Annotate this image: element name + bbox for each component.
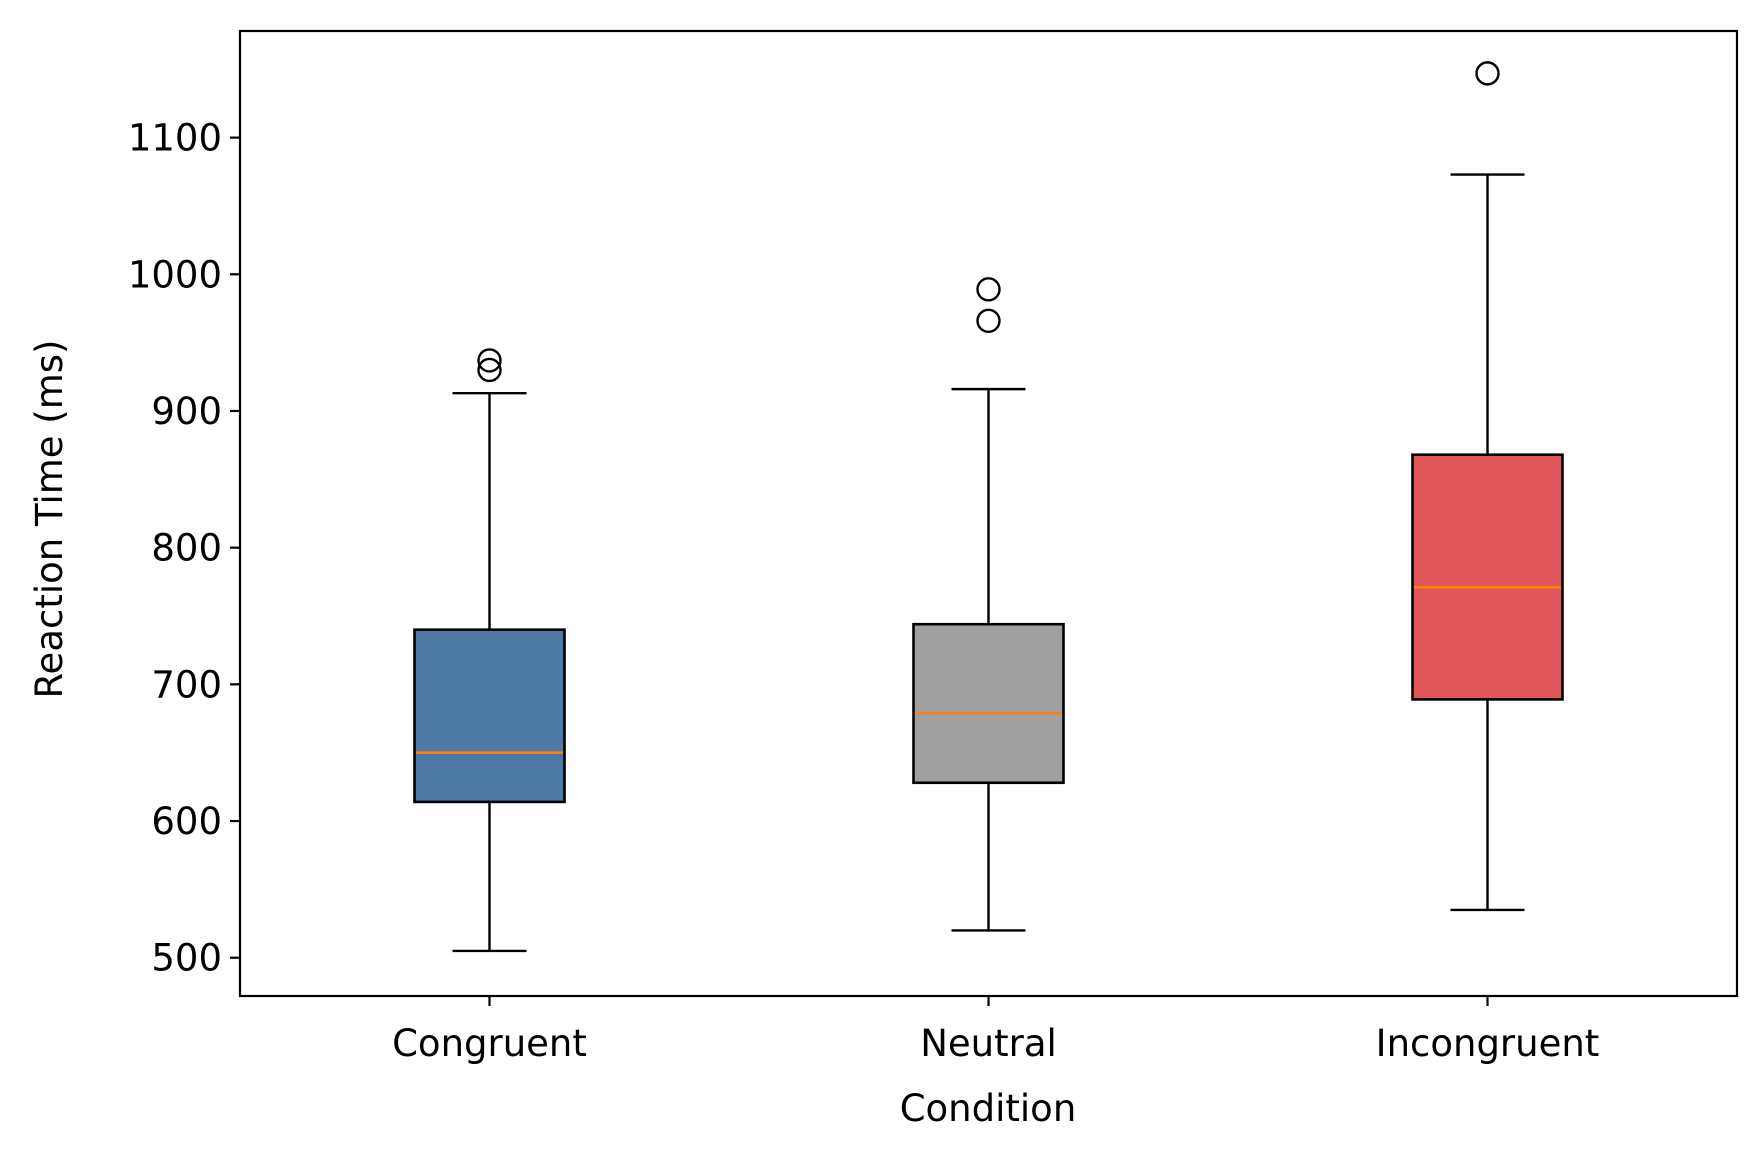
x-axis-title: Condition	[900, 1087, 1077, 1130]
y-tick-label: 900	[151, 390, 222, 433]
box-iqr	[912, 622, 1065, 785]
y-tick-label: 1100	[128, 117, 222, 160]
y-tick-label: 1000	[128, 253, 222, 296]
outlier-point	[477, 348, 502, 373]
x-tick-label: Neutral	[920, 1022, 1057, 1065]
outlier-point	[477, 357, 502, 383]
outlier-point	[976, 308, 1001, 333]
y-tick-label: 600	[151, 800, 222, 843]
x-tick-label: Congruent	[392, 1022, 587, 1065]
box-group-neutral	[912, 277, 1065, 932]
x-tick-label: Incongruent	[1376, 1022, 1600, 1065]
box-iqr	[1411, 453, 1564, 701]
box-iqr	[413, 628, 566, 804]
y-tick-label: 500	[151, 937, 222, 980]
y-axis: 500 600 700 800 900 1000 1100	[128, 117, 240, 980]
outlier-point	[976, 277, 1001, 302]
plot-marks	[413, 61, 1564, 953]
box-group-incongruent	[1411, 61, 1564, 912]
y-tick-label: 700	[151, 663, 222, 706]
x-axis: Congruent Neutral Incongruent	[392, 996, 1599, 1065]
y-axis-title: Reaction Time (ms)	[28, 340, 71, 699]
outlier-point	[1475, 61, 1500, 86]
y-tick-label: 800	[151, 527, 222, 570]
box-group-congruent	[413, 348, 566, 953]
